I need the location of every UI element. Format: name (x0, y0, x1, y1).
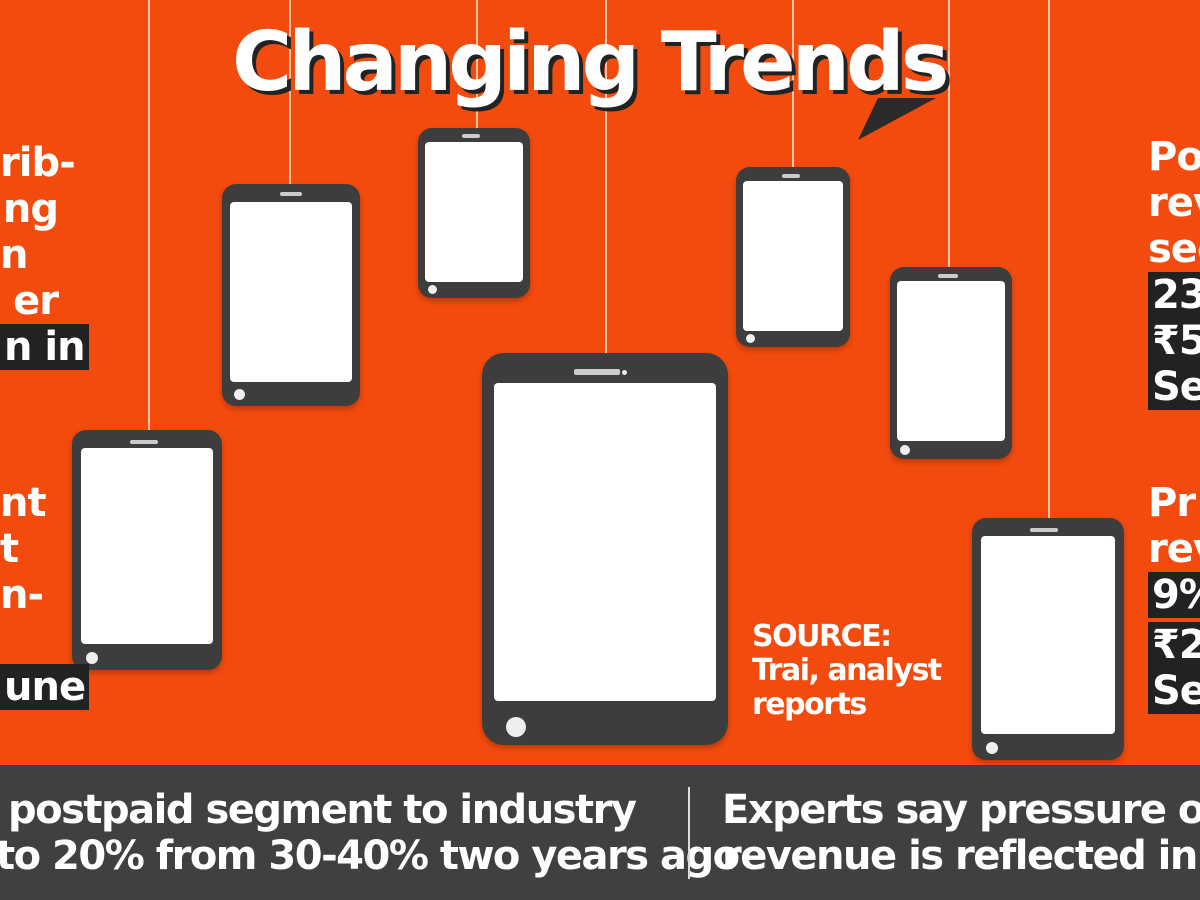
tablet-icon (222, 184, 360, 406)
tablet-icon (418, 128, 530, 298)
tablet-icon (72, 430, 222, 670)
footer-bar: postpaid segment to industry to 20% from… (0, 765, 1200, 900)
tablet-icon (482, 353, 728, 745)
infographic-canvas: Changing Trends rib- (0, 0, 1200, 760)
footer-divider (688, 787, 690, 879)
source-note: SOURCE: Trai, analyst reports (752, 619, 942, 722)
left-text-block-top: rib- ng n er n in (0, 140, 89, 370)
footer-right-text: Experts say pressure on p revenue is ref… (722, 787, 1200, 879)
hanging-string (1048, 0, 1050, 520)
tablet-icon (890, 267, 1012, 459)
hanging-string (476, 0, 478, 130)
tablet-icon (736, 167, 850, 347)
hanging-string (605, 0, 607, 355)
speech-bubble-tail-icon (858, 98, 936, 140)
highlight-label: n in (0, 324, 89, 370)
highlight-label: une (0, 664, 90, 710)
tablet-icon (972, 518, 1124, 760)
right-text-postpaid: Po rev sec 23 ₹5 Se (1148, 134, 1200, 410)
hanging-string (948, 0, 950, 270)
headline-title: Changing Trends (232, 15, 950, 110)
hanging-string (148, 0, 150, 430)
footer-left-text: postpaid segment to industry to 20% from… (0, 787, 740, 879)
right-text-prepaid: Pr rev 9% ₹2 Se (1148, 480, 1200, 714)
left-text-block-bottom: nt t n- une (0, 480, 90, 710)
hanging-string (289, 0, 291, 186)
hanging-string (792, 0, 794, 168)
